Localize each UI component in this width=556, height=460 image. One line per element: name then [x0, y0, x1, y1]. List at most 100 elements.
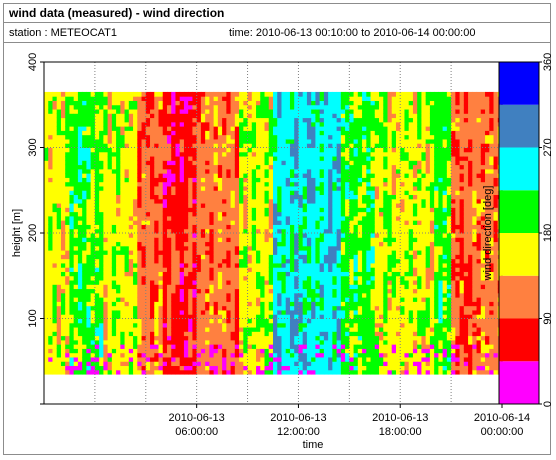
heatmap-cell — [133, 327, 138, 332]
heatmap-cell — [319, 181, 325, 187]
heatmap-cell — [226, 215, 232, 221]
heatmap-cell — [264, 194, 270, 200]
heatmap-cell — [188, 352, 193, 358]
heatmap-cell — [298, 292, 304, 298]
heatmap-cell — [116, 185, 121, 191]
heatmap-cell — [357, 237, 363, 243]
heatmap-cell — [230, 318, 236, 324]
heatmap-cell — [86, 220, 92, 225]
heatmap-cell — [162, 361, 168, 367]
heatmap-cell — [323, 164, 329, 170]
heatmap-cell — [133, 134, 138, 140]
heatmap-cell — [349, 130, 355, 136]
heatmap-cell — [196, 104, 202, 110]
heatmap-cell — [179, 322, 185, 328]
heatmap-cell — [357, 292, 363, 298]
heatmap-cell — [357, 280, 363, 285]
heatmap-cell — [56, 245, 62, 251]
heatmap-cell — [48, 305, 53, 311]
heatmap-cell — [154, 100, 159, 106]
heatmap-cell — [82, 339, 87, 345]
heatmap-cell — [137, 126, 143, 131]
heatmap-cell — [357, 314, 363, 319]
heatmap-cell — [349, 258, 355, 264]
heatmap-cell — [311, 335, 316, 341]
heatmap-cell — [285, 164, 291, 170]
heatmap-cell — [69, 100, 75, 106]
heatmap-cell — [311, 233, 316, 238]
heatmap-cell — [230, 365, 236, 371]
heatmap-cell — [103, 275, 109, 281]
heatmap-cell — [192, 288, 198, 294]
heatmap-cell — [128, 339, 134, 345]
heatmap-cell — [145, 190, 151, 196]
heatmap-cell — [188, 177, 193, 183]
heatmap-cell — [357, 156, 363, 161]
heatmap-cell — [158, 215, 164, 221]
heatmap-cell — [120, 173, 126, 178]
heatmap-cell — [353, 292, 359, 298]
heatmap-cell — [56, 314, 62, 319]
heatmap-cell — [145, 297, 151, 302]
heatmap-cell — [120, 207, 126, 213]
heatmap-cell — [247, 245, 253, 251]
heatmap-cell — [60, 134, 66, 140]
heatmap-cell — [124, 335, 130, 341]
heatmap-cell — [285, 211, 291, 217]
heatmap-cell — [192, 233, 198, 238]
heatmap-cell — [116, 254, 121, 260]
heatmap-cell — [179, 275, 185, 281]
heatmap-cell — [306, 250, 312, 255]
heatmap-cell — [268, 305, 274, 311]
heatmap-cell — [141, 117, 147, 123]
heatmap-cell — [145, 361, 151, 367]
heatmap-cell — [362, 194, 367, 200]
heatmap-cell — [209, 177, 215, 183]
heatmap-cell — [188, 113, 193, 119]
heatmap-cell — [311, 113, 316, 119]
heatmap-cell — [196, 147, 202, 153]
heatmap-cell — [103, 352, 109, 358]
heatmap-cell — [99, 352, 104, 358]
heatmap-cell — [277, 147, 282, 153]
heatmap-cell — [175, 271, 181, 277]
heatmap-cell — [171, 121, 176, 127]
heatmap-cell — [48, 96, 53, 101]
heatmap-cell — [298, 177, 304, 183]
heatmap-cell — [183, 143, 189, 148]
heatmap-cell — [82, 327, 87, 332]
heatmap-cell — [145, 156, 151, 161]
heatmap-cell — [69, 185, 75, 191]
heatmap-cell — [302, 318, 308, 324]
heatmap-cell — [273, 344, 278, 349]
heatmap-cell — [294, 275, 299, 281]
heatmap-cell — [94, 96, 100, 101]
heatmap-cell — [213, 262, 219, 268]
heatmap-cell — [289, 271, 295, 277]
heatmap-cell — [336, 91, 342, 97]
heatmap-cell — [65, 203, 70, 208]
heatmap-cell — [311, 254, 316, 260]
heatmap-cell — [65, 168, 70, 174]
heatmap-cell — [192, 250, 198, 255]
heatmap-cell — [213, 322, 219, 328]
heatmap-cell — [82, 143, 87, 148]
heatmap-cell — [150, 365, 155, 371]
heatmap-cell — [188, 168, 193, 174]
heatmap-cell — [166, 301, 172, 307]
heatmap-cell — [315, 96, 321, 101]
heatmap-cell — [56, 160, 62, 166]
heatmap-cell — [192, 361, 198, 367]
heatmap-cell — [285, 91, 291, 97]
heatmap-cell — [268, 288, 274, 294]
heatmap-cell — [183, 198, 189, 204]
heatmap-cell — [103, 228, 109, 234]
heatmap-cell — [60, 369, 66, 375]
heatmap-cell — [306, 117, 312, 123]
heatmap-cell — [179, 331, 185, 337]
heatmap-cell — [111, 164, 117, 170]
heatmap-cell — [311, 292, 316, 298]
heatmap-cell — [99, 280, 104, 285]
heatmap-cell — [268, 233, 274, 238]
heatmap-cell — [247, 254, 253, 260]
